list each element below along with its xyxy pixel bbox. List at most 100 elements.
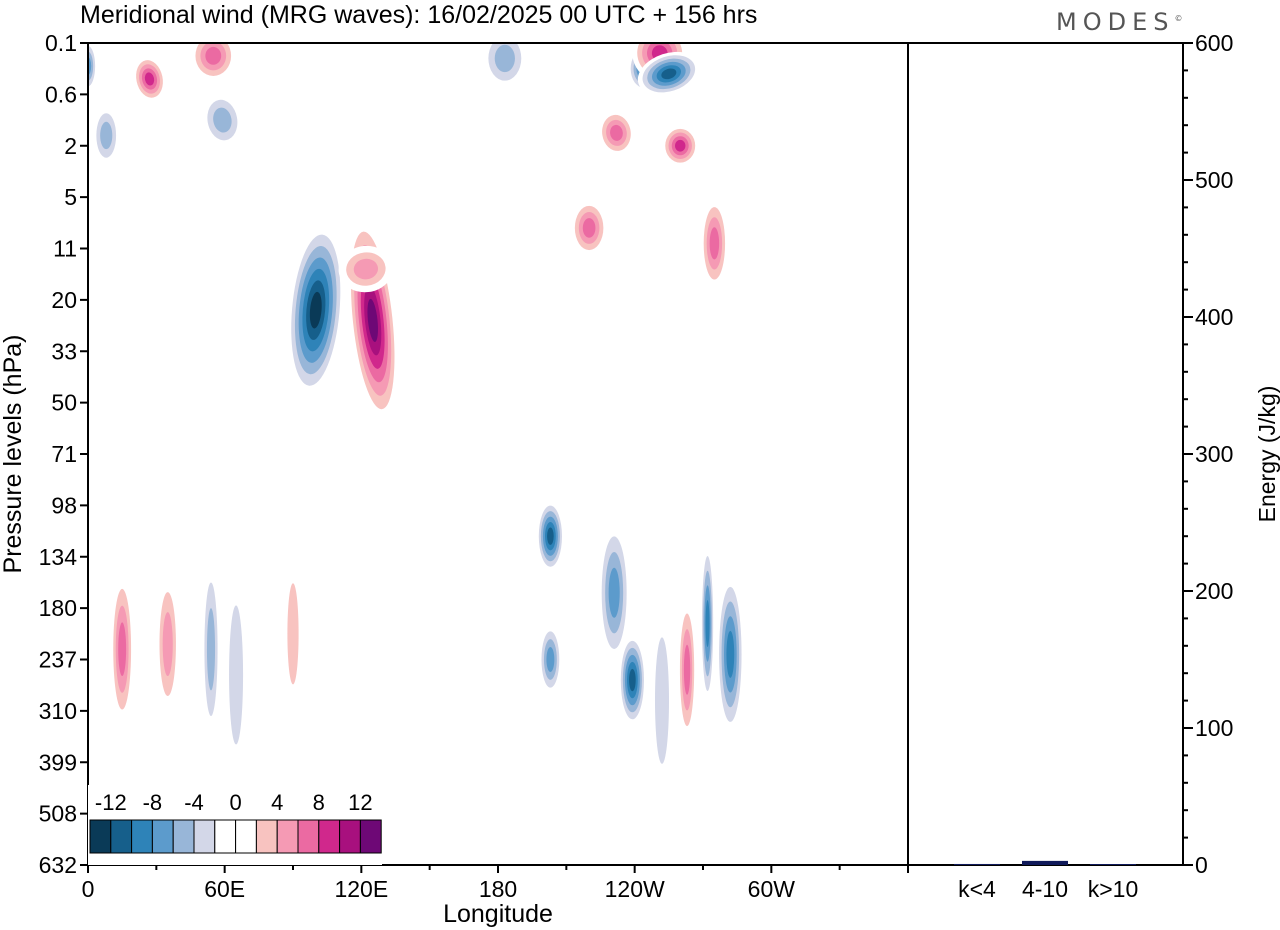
energy-bars <box>954 860 1136 865</box>
colorbar-swatch <box>172 819 195 854</box>
x-tick-label: 60E <box>204 876 245 902</box>
wind-anomaly <box>598 520 631 665</box>
y-tick-label: 0.1 <box>45 30 77 56</box>
wind-anomaly <box>92 104 120 167</box>
contour-level <box>205 46 222 65</box>
x-tick-label: 0 <box>82 876 95 902</box>
y-tick-label: 180 <box>39 595 77 621</box>
wind-anomaly <box>133 56 166 102</box>
energy-axis-title: Energy (J/kg) <box>1254 386 1280 523</box>
contour-level <box>661 68 677 80</box>
colorbar-label: 12 <box>348 790 372 815</box>
y-tick-label: 508 <box>39 801 77 827</box>
contour-level <box>629 668 636 692</box>
contour-level <box>367 298 379 342</box>
contour-level <box>287 583 299 685</box>
logo-mark: © <box>1174 14 1183 23</box>
colorbar-swatch <box>276 819 299 854</box>
energy-tick-label: 300 <box>1195 441 1233 467</box>
wind-anomaly <box>287 223 345 398</box>
colorbar-label: 4 <box>271 790 283 815</box>
y-tick-label: 399 <box>39 749 77 775</box>
y-tick-label: 310 <box>39 698 77 724</box>
wind-anomaly <box>539 623 562 696</box>
wind-anomaly <box>677 597 697 742</box>
y-tick-label: 20 <box>51 287 77 313</box>
wind-anomaly <box>598 109 635 156</box>
wind-anomaly <box>338 245 394 293</box>
contour-level <box>144 72 155 86</box>
energy-bar <box>954 863 1000 865</box>
colorbar-swatch <box>131 819 153 854</box>
y-axis: 0.1 0.6 2 5 11 20 33 50 71 98 134 180 237 310 399 508 63… <box>39 30 88 878</box>
wind-anomaly <box>482 43 528 90</box>
wind-anomaly <box>110 572 134 727</box>
energy-category-label: k>10 <box>1088 876 1139 902</box>
wind-anomaly <box>570 199 608 257</box>
colorbar-swatch <box>214 819 237 854</box>
logo-text: MODES <box>1056 8 1175 36</box>
energy-tick-label: 200 <box>1195 578 1233 604</box>
contour-level <box>582 218 596 238</box>
wind-anomaly <box>156 572 180 717</box>
wind-anomaly <box>201 92 244 149</box>
y-tick-label: 0.6 <box>45 81 77 107</box>
wind-anomaly <box>224 561 248 788</box>
colorbar-swatch <box>193 819 216 854</box>
contour-level <box>709 227 720 260</box>
wind-anomaly <box>618 633 647 727</box>
energy-tick-label: 100 <box>1195 715 1233 741</box>
contour-level <box>726 630 735 678</box>
colorbar-swatch <box>339 819 361 854</box>
y-tick-label: 5 <box>64 184 77 210</box>
energy-category-label: 4-10 <box>1022 876 1068 902</box>
wind-anomaly <box>283 551 303 717</box>
energy-categories: k<4 4-10 k>10 <box>958 876 1138 902</box>
wind-anomaly <box>716 572 744 737</box>
contour-level <box>705 600 710 648</box>
contour-level <box>206 608 216 691</box>
colorbar-swatch <box>110 819 133 854</box>
colorbar-label: 8 <box>313 790 325 815</box>
colorbar-legend: -12 -8 -4 0 4 8 12 <box>88 785 382 865</box>
colorbar-label: -4 <box>184 790 204 815</box>
wind-anomaly <box>201 556 221 742</box>
contour-level <box>654 637 670 764</box>
colorbar-swatch <box>89 819 112 854</box>
wind-anomaly <box>190 43 237 82</box>
contour-level <box>546 646 555 673</box>
contour-level <box>683 644 691 695</box>
y-tick-label: 11 <box>53 236 77 262</box>
contour-level <box>229 605 244 745</box>
x-axis: 0 60E 120E 180 120W 60W <box>82 865 909 902</box>
contour-level <box>608 567 620 618</box>
colorbar-swatch <box>359 819 382 854</box>
y-axis-title: Pressure levels (hPa) <box>0 335 27 574</box>
colorbar-label: -12 <box>95 790 127 815</box>
wind-field <box>88 43 744 804</box>
energy-category-label: k<4 <box>958 876 996 902</box>
wind-anomaly <box>637 51 700 96</box>
contour-level <box>309 291 322 329</box>
plot-background <box>88 43 908 865</box>
x-tick-label: 60W <box>748 876 796 902</box>
y-tick-label: 33 <box>51 338 77 364</box>
contour-level <box>100 121 113 150</box>
energy-bar <box>1022 860 1068 865</box>
contour-level <box>675 139 686 152</box>
y-tick-label: 632 <box>39 852 77 878</box>
energy-bar <box>1090 864 1136 865</box>
energy-tick-label: 600 <box>1195 30 1233 56</box>
energy-tick-label: 500 <box>1195 167 1233 193</box>
wind-anomaly <box>536 500 565 573</box>
contour-level <box>353 258 379 280</box>
wind-anomaly <box>700 197 729 290</box>
x-tick-label: 120W <box>605 876 665 902</box>
contour-level <box>162 612 173 677</box>
contour-level <box>547 527 554 545</box>
contour-level <box>213 107 232 133</box>
x-tick-label: 120E <box>334 876 388 902</box>
colorbar-label: -8 <box>143 790 163 815</box>
energy-axis: 0 100 200 300 400 500 600 <box>1183 30 1233 878</box>
colorbar-swatch <box>297 819 320 854</box>
